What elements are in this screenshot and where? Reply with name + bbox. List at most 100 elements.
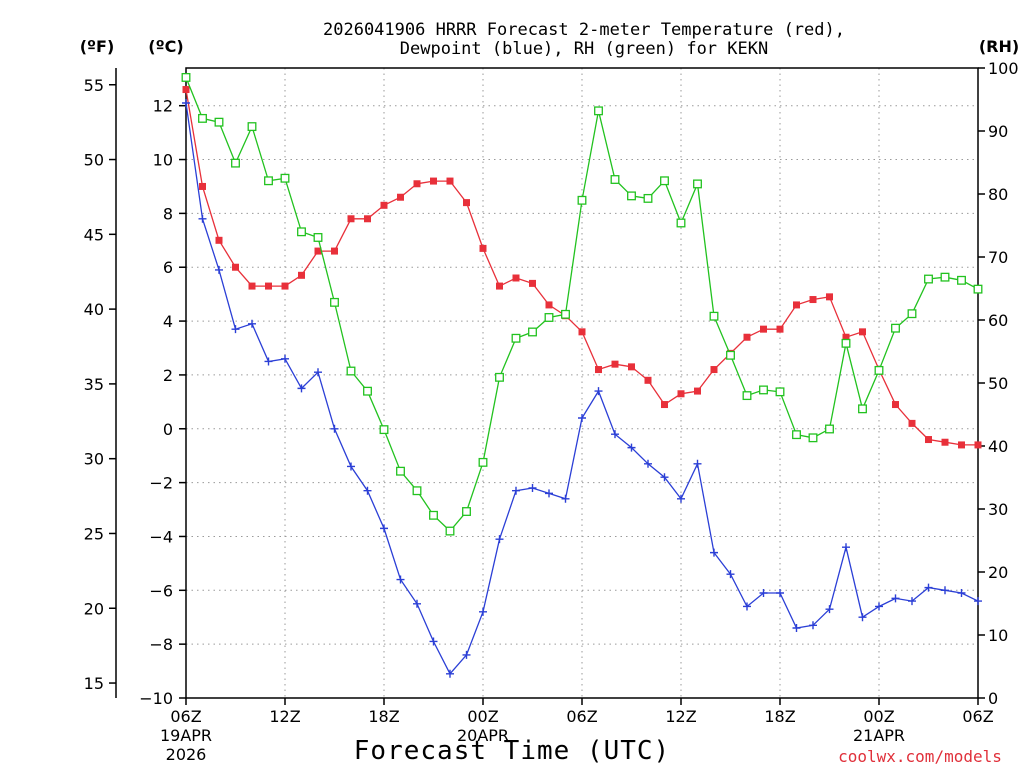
rh-point: [973, 284, 983, 294]
rh-tick-label: 0: [988, 689, 998, 708]
temperature-point: [974, 441, 982, 449]
temperature-point: [925, 436, 932, 444]
temperature-point: [958, 441, 965, 449]
rh-point: [511, 333, 521, 343]
celsius-tick-label: −6: [149, 581, 173, 600]
dewpoint-point: [215, 265, 223, 274]
dewpoint-point: [198, 214, 207, 223]
temperature-point: [809, 296, 817, 304]
dewpoint-point: [611, 430, 619, 439]
temperature-point: [479, 244, 487, 252]
celsius-tick-label: 2: [163, 366, 173, 385]
rh-point: [313, 233, 323, 242]
dewpoint-point: [627, 443, 636, 452]
dewpoint-point: [726, 570, 735, 579]
x-date-label: 21APR: [853, 726, 905, 745]
axes: −10 −8 −6 −4 −2 0 2 4 6 8 10 12 15 20 25 30 35 40 45 50 55 0 1…: [84, 59, 1019, 764]
temperature-point: [380, 201, 388, 209]
rh-tick-label: 100: [988, 59, 1019, 78]
title-line-2: Dewpoint (blue), RH (green) for KEKN: [400, 39, 768, 59]
temperature-point: [578, 328, 586, 336]
temperature-point: [364, 215, 371, 223]
temperature-point: [743, 333, 751, 341]
rh-point: [808, 433, 818, 443]
dewpoint-point: [363, 486, 372, 495]
dewpoint-point: [281, 354, 289, 363]
rh-point: [330, 297, 339, 307]
rh-point: [874, 365, 884, 375]
temperature-point: [397, 193, 404, 201]
series-temperature: [182, 86, 982, 449]
rh-point: [181, 73, 191, 82]
rh-point: [907, 309, 917, 319]
temperature-point: [430, 177, 437, 185]
temperature-point: [413, 180, 421, 188]
rh-point: [759, 385, 768, 395]
dewpoint-point: [495, 535, 504, 544]
rh-point: [346, 366, 356, 376]
rh-point: [478, 457, 488, 467]
fahrenheit-tick-label: 25: [84, 524, 104, 543]
rh-point: [676, 218, 686, 228]
rh-point: [462, 507, 471, 516]
dewpoint-point: [825, 605, 834, 614]
rh-point: [643, 193, 653, 203]
temperature-point: [215, 236, 223, 244]
rh-point: [957, 275, 966, 285]
grid: [186, 68, 978, 698]
rh-point: [396, 466, 405, 476]
series: [181, 73, 983, 678]
dewpoint-point: [248, 319, 256, 328]
rh-point: [280, 173, 290, 183]
rh-point: [742, 391, 752, 401]
rh-tick-label: 30: [988, 500, 1008, 519]
rh-point: [577, 195, 587, 205]
celsius-tick-label: 0: [163, 420, 173, 439]
dewpoint-point: [891, 594, 900, 603]
rh-tick-label: 40: [988, 437, 1008, 456]
rh-point: [709, 311, 719, 321]
fahrenheit-tick-label: 35: [84, 375, 104, 394]
dewpoint-point: [644, 459, 652, 468]
temperature-point: [182, 86, 190, 94]
x-tick-label: 12Z: [269, 707, 300, 726]
rh-point: [775, 387, 785, 397]
dewpoint-point: [842, 543, 850, 552]
dewpoint-point: [396, 575, 405, 584]
x-tick-label: 00Z: [863, 707, 894, 726]
rh-point: [544, 313, 554, 322]
temperature-point: [298, 271, 305, 279]
temperature-point: [529, 279, 536, 287]
rh-point: [693, 179, 702, 189]
dewpoint-point: [908, 597, 916, 606]
temperature-point: [644, 376, 652, 384]
rh-point: [891, 323, 900, 333]
dewpoint-point: [792, 624, 801, 632]
temperature-point: [941, 438, 949, 446]
rh-point: [940, 272, 950, 282]
dewpoint-point: [957, 589, 966, 597]
dewpoint-point: [231, 325, 240, 334]
x-axis-title: Forecast Time (UTC): [354, 736, 670, 766]
temperature-point: [661, 401, 668, 409]
title-line-1: 2026041906 HRRR Forecast 2-meter Tempera…: [323, 20, 845, 40]
temperature-point: [281, 282, 289, 290]
dewpoint-point: [858, 613, 867, 622]
temperature-point: [760, 325, 767, 333]
dewpoint-point: [182, 99, 190, 107]
rh-point: [627, 191, 636, 201]
celsius-tick-label: −2: [149, 474, 173, 493]
rh-tick-label: 60: [988, 311, 1008, 330]
dewpoint-point: [660, 473, 669, 482]
rh-tick-label: 90: [988, 122, 1008, 141]
temperature-point: [694, 387, 701, 395]
temperature-point: [611, 360, 619, 368]
x-date-label: 2026: [166, 745, 207, 764]
rh-point: [610, 175, 620, 184]
temperature-point: [199, 182, 206, 190]
temperature-point: [463, 199, 470, 207]
unit-label-celsius: (ºC): [148, 37, 183, 56]
fahrenheit-tick-label: 50: [84, 151, 104, 170]
dewpoint-point: [561, 494, 570, 503]
rh-point: [297, 227, 306, 237]
